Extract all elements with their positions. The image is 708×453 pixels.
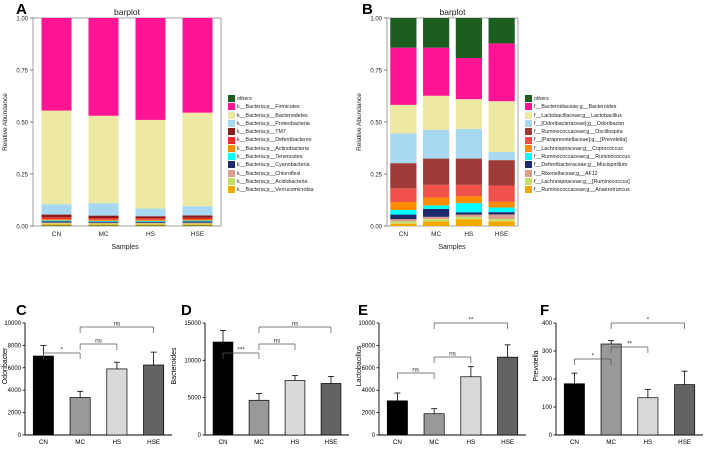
svg-text:HSE: HSE (501, 439, 514, 446)
svg-text:**: ** (468, 317, 474, 324)
svg-text:MC: MC (606, 439, 616, 446)
svg-text:10000: 10000 (184, 358, 201, 364)
svg-text:1.00: 1.00 (16, 16, 28, 22)
svg-text:CN: CN (399, 231, 409, 238)
svg-text:HS: HS (113, 439, 122, 446)
svg-text:CN: CN (393, 439, 403, 446)
svg-text:0: 0 (549, 433, 553, 439)
svg-text:8000: 8000 (362, 343, 376, 349)
svg-text:8000: 8000 (8, 343, 22, 349)
svg-text:MC: MC (431, 231, 441, 238)
svg-text:HS: HS (467, 439, 476, 446)
svg-text:HS: HS (146, 231, 156, 238)
svg-text:200: 200 (542, 377, 553, 383)
svg-text:0.25: 0.25 (370, 172, 382, 178)
svg-text:6000: 6000 (8, 366, 22, 372)
svg-text:CN: CN (570, 439, 580, 446)
svg-text:MC: MC (75, 439, 85, 446)
svg-text:HS: HS (291, 439, 300, 446)
svg-text:CN: CN (39, 439, 49, 446)
svg-text:4000: 4000 (362, 388, 376, 394)
svg-text:HSE: HSE (147, 439, 160, 446)
svg-text:CN: CN (218, 439, 228, 446)
svg-text:0.00: 0.00 (370, 224, 382, 230)
svg-text:HSE: HSE (678, 439, 691, 446)
svg-text:0.00: 0.00 (16, 224, 28, 230)
svg-text:ns: ns (449, 351, 457, 358)
svg-text:0: 0 (372, 433, 376, 439)
svg-text:4000: 4000 (8, 388, 22, 394)
svg-text:5000: 5000 (188, 396, 202, 402)
svg-text:*: * (647, 317, 650, 324)
svg-text:0: 0 (18, 433, 22, 439)
svg-text:300: 300 (542, 349, 553, 355)
svg-text:CN: CN (52, 231, 62, 238)
svg-text:MC: MC (429, 439, 439, 446)
svg-text:6000: 6000 (362, 366, 376, 372)
svg-text:ns: ns (412, 367, 420, 374)
svg-text:ns: ns (95, 338, 103, 345)
svg-text:HS: HS (644, 439, 653, 446)
svg-text:0.25: 0.25 (16, 172, 28, 178)
svg-text:0: 0 (198, 433, 202, 439)
svg-text:0.75: 0.75 (370, 68, 382, 74)
svg-text:MC: MC (254, 439, 264, 446)
svg-text:100: 100 (542, 405, 553, 411)
svg-text:ns: ns (292, 321, 300, 328)
svg-text:ns: ns (113, 321, 121, 328)
svg-text:MC: MC (98, 231, 108, 238)
svg-text:***: *** (237, 347, 245, 354)
svg-text:ns: ns (274, 338, 282, 345)
svg-text:10000: 10000 (358, 321, 375, 327)
svg-text:HS: HS (464, 231, 474, 238)
svg-text:0.50: 0.50 (16, 120, 28, 126)
svg-text:**: ** (627, 341, 633, 348)
svg-text:HSE: HSE (191, 231, 205, 238)
svg-text:HSE: HSE (325, 439, 338, 446)
svg-text:10000: 10000 (4, 321, 21, 327)
svg-text:1.00: 1.00 (370, 16, 382, 22)
svg-text:*: * (591, 353, 594, 360)
svg-text:2000: 2000 (8, 411, 22, 417)
svg-text:0.50: 0.50 (370, 120, 382, 126)
svg-text:*: * (60, 347, 63, 354)
svg-text:15000: 15000 (184, 321, 201, 327)
svg-text:400: 400 (542, 321, 553, 327)
svg-text:2000: 2000 (362, 411, 376, 417)
svg-text:0.75: 0.75 (16, 68, 28, 74)
svg-text:HSE: HSE (495, 231, 509, 238)
